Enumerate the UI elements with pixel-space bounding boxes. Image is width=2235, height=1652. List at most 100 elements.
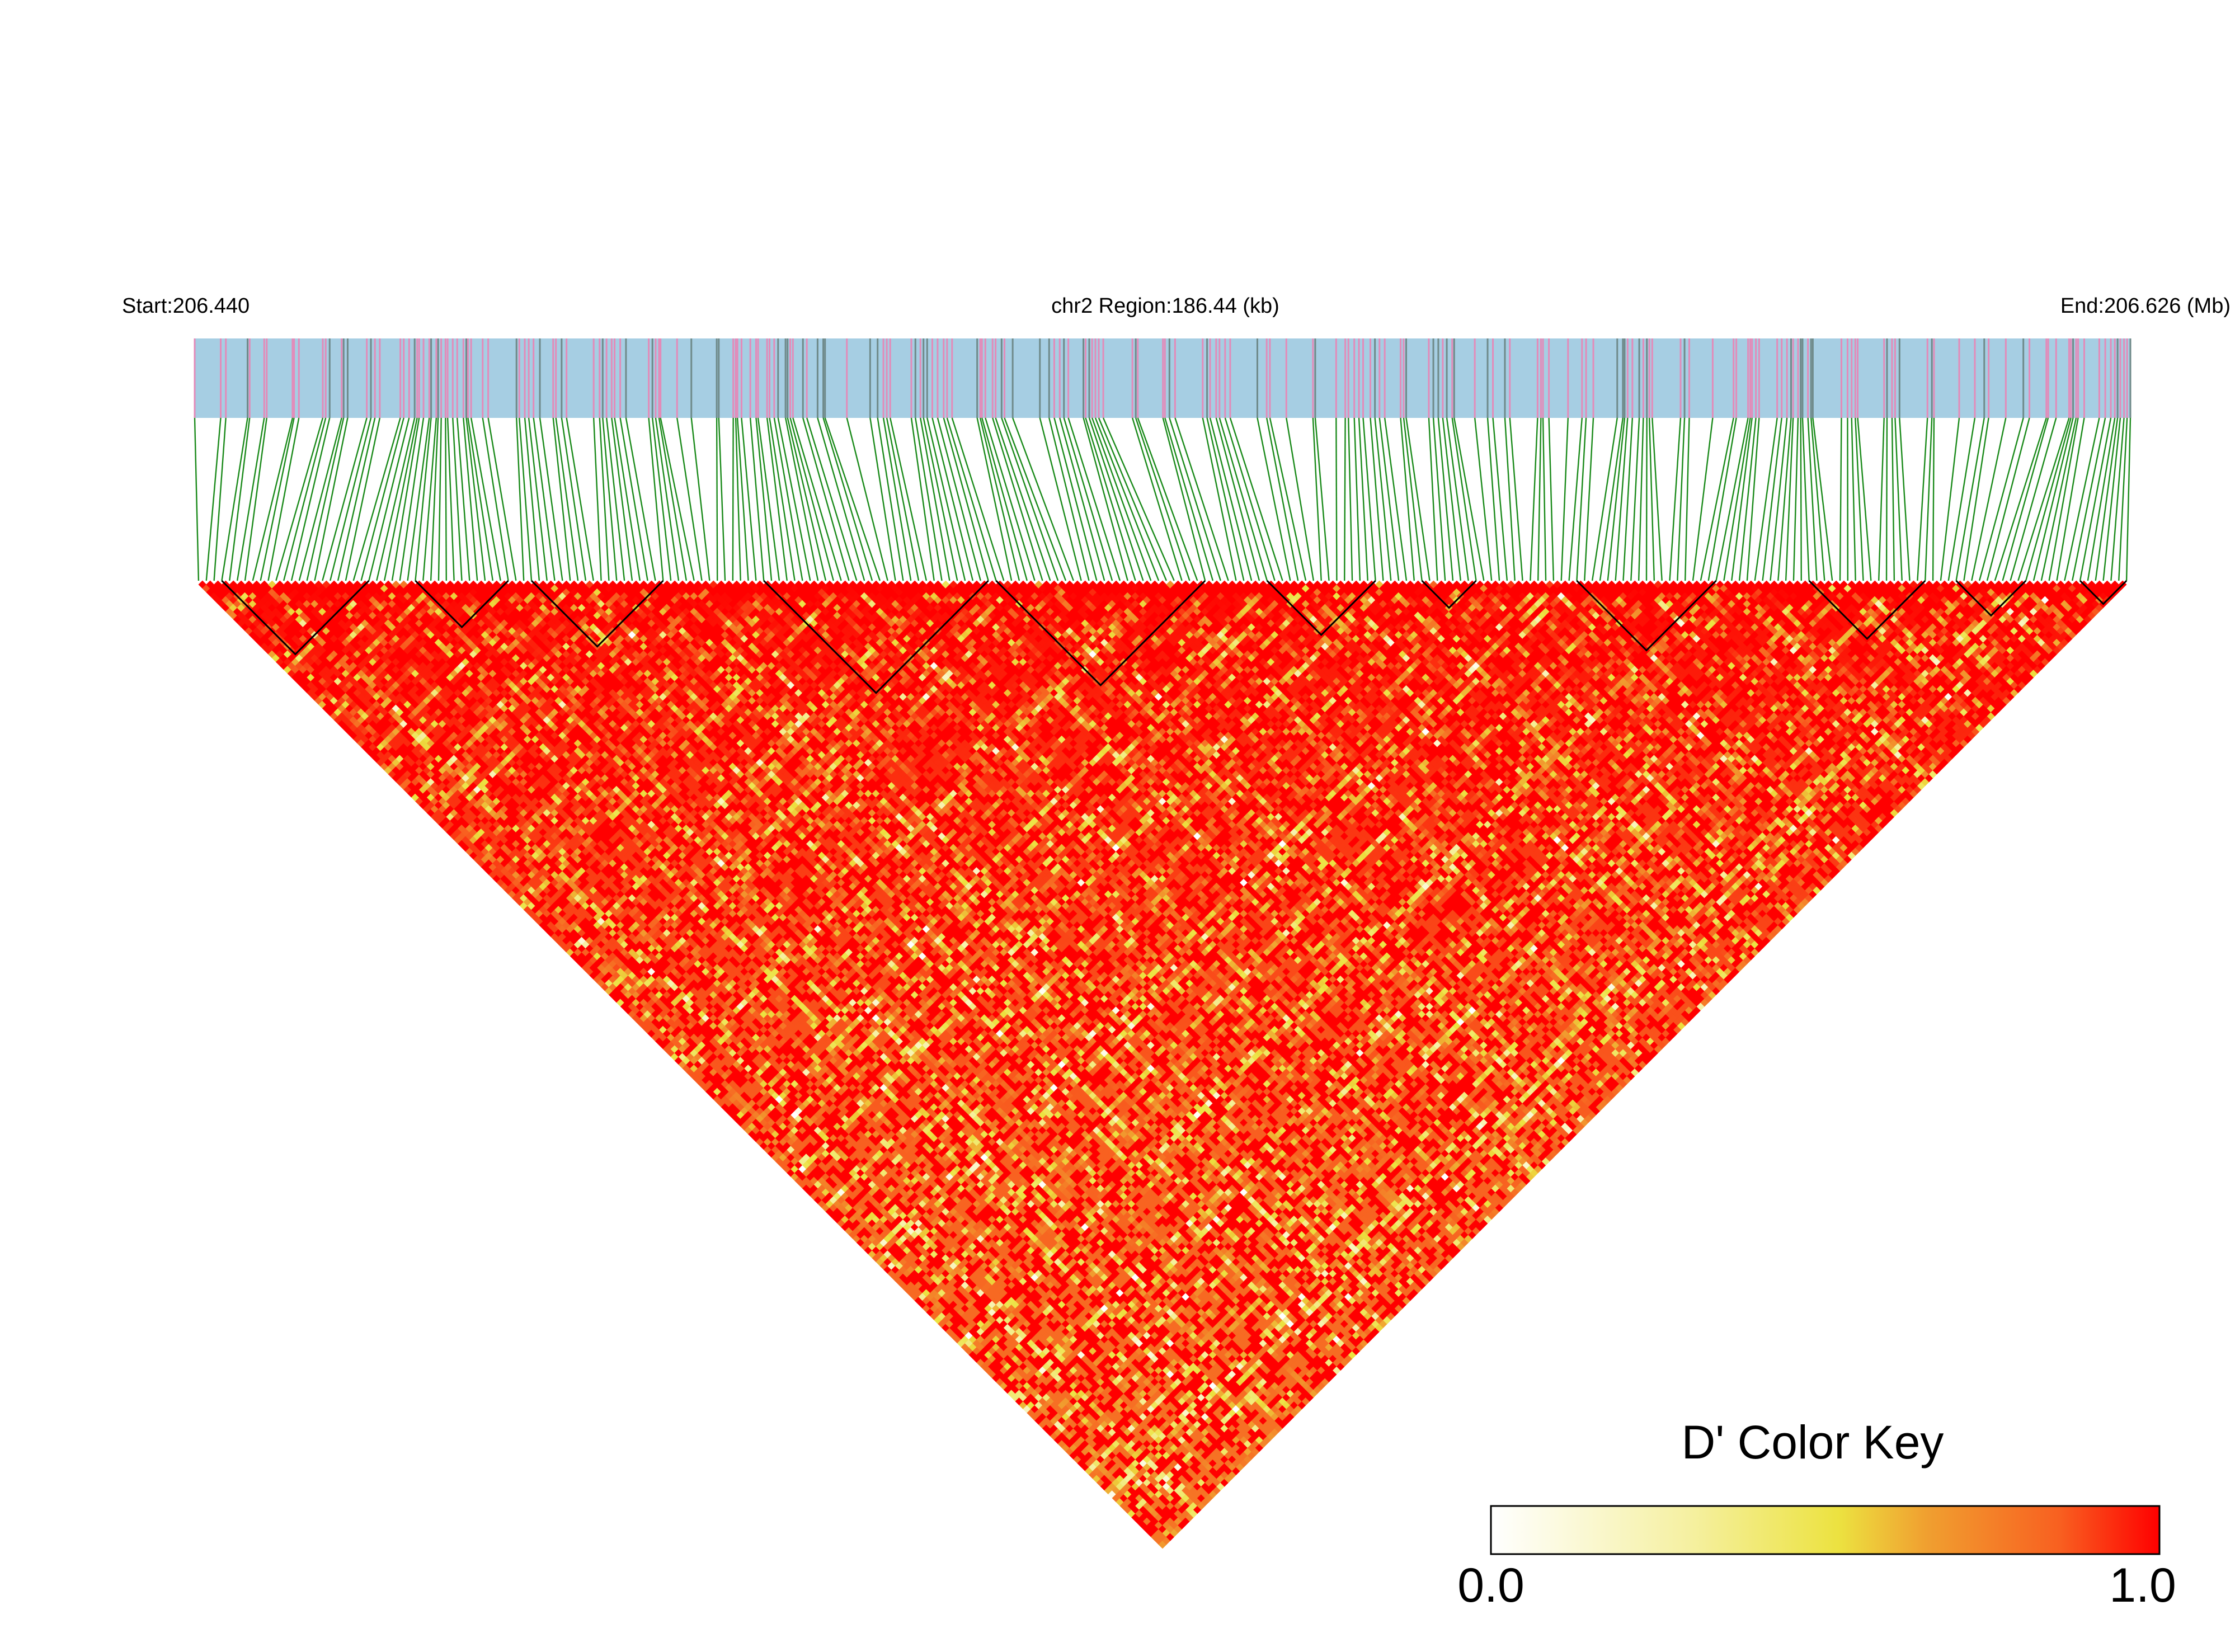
snp-connector [1493,418,1507,581]
snp-connector [1941,418,1959,581]
snp-connector [1510,418,1523,581]
snp-connector [1600,418,1623,581]
snp-connector [1693,418,1712,581]
snp-connector [453,418,462,581]
snp-connector [516,418,524,581]
snp-connector [1933,418,1934,581]
snp-connector [222,418,247,581]
snp-connector [1701,418,1734,581]
snp-connector [1505,418,1515,581]
snp-connector [803,418,849,581]
snp-connector [788,418,826,581]
snp-connector [1530,418,1537,581]
snp-connector [445,418,446,581]
snp-connector [567,418,594,581]
snp-connector [468,418,492,581]
snp-connector [1363,418,1376,581]
snp-connector [1892,418,1894,581]
snp-connector [2072,418,2105,581]
snp-connector [659,418,686,581]
snp-connector [1099,418,1166,581]
snp-connector [1267,418,1298,581]
snp-connector [1452,418,1476,581]
snp-connector [920,418,949,581]
snp-connector [457,418,469,581]
snp-connector [890,418,926,581]
snp-connector [1639,418,1643,581]
snp-connector [1344,418,1345,581]
snp-connector [1724,418,1750,581]
snp-connector [448,418,454,581]
snp-connector [261,418,294,581]
snp-connector [439,418,441,581]
snp-connector [2119,418,2127,581]
snp-connector [736,418,741,581]
snp-connector [656,418,679,581]
snp-connector [767,418,787,581]
snp-connector [1013,418,1074,581]
snp-connector [1103,418,1174,581]
snp-connector [719,418,725,581]
snp-connector [415,418,431,581]
snp-connector-lines [195,418,2130,581]
snp-connector [1561,418,1568,581]
snp-connector [237,418,264,581]
snp-connector [1794,418,1798,581]
snp-connector [996,418,1051,581]
snp-connector [291,418,330,581]
snp-connector [2088,418,2115,581]
snp-connector [1879,418,1884,581]
snp-connector [817,418,864,581]
snp-connector [615,418,640,581]
snp-connector [299,418,342,581]
snp-connector [1995,418,2046,581]
snp-connector [1549,418,1554,581]
snp-connector [1646,418,1647,581]
snp-connector [1569,418,1582,581]
snp-connector [1348,418,1352,581]
snp-connector [1049,418,1089,581]
snp-connector [1132,418,1182,581]
snp-connector [1538,418,1541,581]
snp-connector [1987,418,2030,581]
snp-connector [1433,418,1445,581]
snp-connector [1336,418,1337,581]
snp-connector [1543,418,1546,581]
snp-connector [977,418,1011,581]
ld-heatmap-plot [0,0,2235,1652]
snp-connector [1577,418,1586,581]
snp-connector [338,418,375,581]
snp-connector [1220,418,1267,581]
snp-connector [1631,418,1639,581]
snp-connector [620,418,648,581]
snp-connector [562,418,586,581]
snp-connector [824,418,872,581]
snp-connector [774,418,803,581]
snp-connector [1406,418,1430,581]
snp-connector [652,418,671,581]
snp-connector [1623,418,1632,581]
snp-connector [791,418,834,581]
snp-connector [553,418,570,581]
snp-connector [1085,418,1135,581]
snp-connector [206,418,221,581]
snp-connector [2064,418,2099,581]
snp-connector [883,418,911,581]
snp-connector [741,418,756,581]
snp-connector [1592,418,1617,581]
snp-connector [229,418,250,581]
snp-connector [911,418,934,581]
snp-connector [944,418,989,581]
snp-connector [1685,418,1689,581]
snp-connector [408,418,430,581]
snp-connector [307,418,344,581]
snp-connector [1429,418,1437,581]
snp-connector [1803,418,1809,581]
snp-connector [1225,418,1275,581]
snp-connector [1584,418,1593,581]
snp-connector [1354,418,1360,581]
snp-connector [1359,418,1368,581]
snp-connector [1163,418,1205,581]
snp-connector [1852,418,1856,581]
snp-connector [1136,418,1189,581]
